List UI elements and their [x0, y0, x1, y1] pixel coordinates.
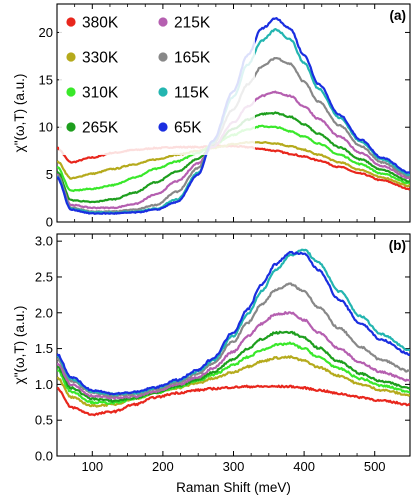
- y-tick-label: 0.5: [35, 413, 53, 428]
- x-tick-label: 300: [223, 459, 245, 474]
- panel-label: (a): [390, 8, 407, 23]
- legend-marker: [66, 52, 76, 62]
- legend-label: 215K: [174, 15, 211, 32]
- legend-marker: [66, 122, 76, 132]
- y-axis-title: χ"(ω,T) (a.u.): [12, 74, 27, 153]
- y-tick-label: 1.5: [35, 341, 53, 356]
- y-tick-label: 0.0: [35, 449, 53, 464]
- x-tick-label: 500: [364, 459, 386, 474]
- legend-label: 380K: [82, 15, 119, 32]
- series-line-165k: [57, 282, 410, 398]
- y-axis-title: χ"(ω,T) (a.u.): [12, 306, 27, 385]
- legend-label: 265K: [82, 120, 119, 137]
- series-line-330k: [57, 355, 410, 408]
- y-tick-label: 1.0: [35, 377, 53, 392]
- series-group: [57, 248, 410, 417]
- y-tick-label: 5: [46, 167, 53, 182]
- y-tick-label: 2.5: [35, 269, 53, 284]
- legend-label: 310K: [82, 85, 119, 102]
- y-tick-label: 20: [39, 25, 53, 40]
- legend-label: 165K: [174, 50, 211, 67]
- y-tick-label: 2.0: [35, 305, 53, 320]
- series-line-265k: [57, 330, 410, 403]
- y-tick-label: 10: [39, 120, 53, 135]
- legend-background: [59, 9, 255, 155]
- x-axis-title: Raman Shift (meV): [176, 480, 291, 495]
- legend-marker: [158, 87, 168, 97]
- panel-b: 100 200 300 400 500 0.0 0.5 1.0 1.5 2.0 2.5 3.0 χ"(ω…: [12, 233, 411, 495]
- y-tick-label: 15: [39, 72, 53, 87]
- legend-marker: [158, 122, 168, 132]
- series-line-65k: [57, 250, 410, 396]
- legend-label: 115K: [174, 85, 210, 102]
- legend-label: 330K: [82, 50, 119, 67]
- legend-label: 65K: [174, 120, 202, 137]
- legend: 380K 330K 310K 265K 215K 165K 115K 65K: [59, 9, 255, 155]
- legend-marker: [66, 87, 76, 97]
- x-tick-label: 200: [152, 459, 174, 474]
- panel-label: (b): [389, 238, 406, 253]
- x-tick-label: 100: [81, 459, 103, 474]
- y-tick-label: 3.0: [35, 234, 53, 249]
- x-tick-label: 400: [293, 459, 315, 474]
- series-line-380k: [57, 384, 410, 417]
- y-tick-label: 0: [46, 215, 53, 230]
- legend-marker: [158, 52, 168, 62]
- panel-a: 0 5 10 15 20 χ"(ω,T) (a.u.) (a) 380K 330K 310K 265…: [12, 3, 411, 230]
- legend-marker: [158, 17, 168, 27]
- series-line-215k: [57, 311, 410, 400]
- series-line-310k: [57, 341, 410, 405]
- legend-marker: [66, 17, 76, 27]
